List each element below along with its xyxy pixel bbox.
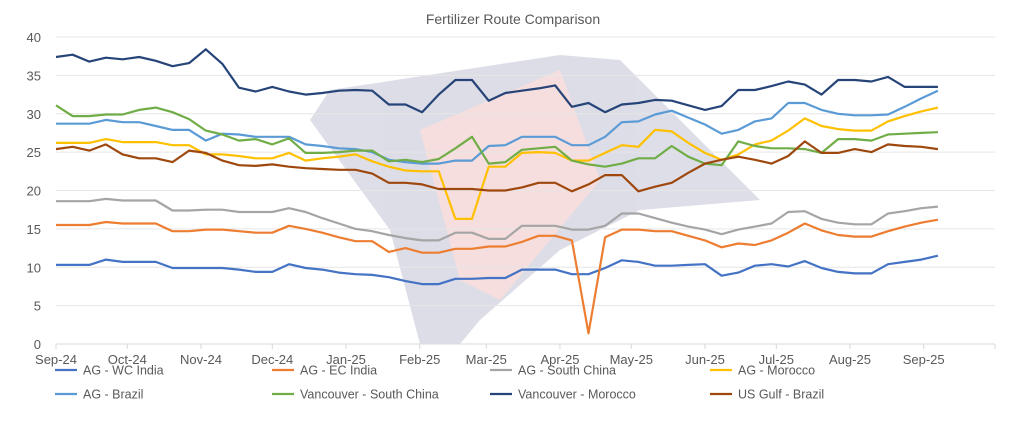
x-tick-label: Mar-25 bbox=[466, 352, 507, 367]
x-tick-label: Aug-25 bbox=[829, 352, 871, 367]
legend-item: Vancouver - Morocco bbox=[490, 388, 636, 402]
x-tick-label: Sep-25 bbox=[903, 352, 945, 367]
y-tick-label: 30 bbox=[27, 107, 41, 122]
y-tick-label: 5 bbox=[34, 299, 41, 314]
legend-item: AG - WC India bbox=[55, 364, 164, 378]
x-tick-label: Jun-25 bbox=[685, 352, 725, 367]
legend-label: AG - WC India bbox=[83, 364, 164, 378]
legend-item: AG - South China bbox=[490, 364, 616, 378]
legend-item: AG - Brazil bbox=[55, 388, 143, 402]
chart-title: Fertilizer Route Comparison bbox=[426, 11, 600, 27]
series-line-ag-south-china bbox=[56, 197, 939, 242]
x-tick-label: Sep-24 bbox=[35, 352, 77, 367]
y-tick-label: 20 bbox=[27, 184, 41, 199]
x-tick-label: Feb-25 bbox=[399, 352, 440, 367]
watermark bbox=[310, 55, 760, 344]
y-tick-label: 35 bbox=[27, 68, 41, 83]
x-axis: Sep-24 Oct-24 Nov-24 Dec-24 Jan-25 Feb-25 Mar-… bbox=[35, 344, 996, 367]
x-tick-label: May-25 bbox=[610, 352, 653, 367]
x-tick-label: Nov-24 bbox=[180, 352, 222, 367]
legend-label: AG - Brazil bbox=[83, 388, 143, 402]
legend-label: AG - South China bbox=[518, 364, 616, 378]
series-line-us-gulf-brazil bbox=[55, 140, 939, 193]
y-tick-label: 25 bbox=[27, 145, 41, 160]
series-line-ag-brazil bbox=[56, 89, 939, 165]
legend-label: AG - Morocco bbox=[738, 364, 815, 378]
series-line-vancouver-morocco bbox=[55, 48, 938, 114]
legend-item: US Gulf - Brazil bbox=[710, 388, 824, 402]
legend: AG - WC India AG - EC India AG - South Chi… bbox=[55, 364, 824, 402]
legend-label: US Gulf - Brazil bbox=[738, 388, 824, 402]
legend-item: AG - EC India bbox=[272, 364, 377, 378]
x-tick-label: Apr-25 bbox=[540, 352, 579, 367]
x-tick-label: Dec-24 bbox=[251, 352, 293, 367]
y-tick-label: 10 bbox=[27, 260, 41, 275]
series-lines bbox=[55, 48, 939, 335]
x-tick-label: Jul-25 bbox=[759, 352, 794, 367]
legend-item: AG - Morocco bbox=[710, 364, 815, 378]
series-line-ag-ec-india bbox=[56, 218, 939, 335]
legend-label: Vancouver - South China bbox=[300, 388, 439, 402]
y-tick-label: 40 bbox=[27, 30, 41, 45]
y-tick-label: 0 bbox=[34, 337, 41, 352]
x-tick-label: Jan-25 bbox=[326, 352, 366, 367]
legend-label: Vancouver - Morocco bbox=[518, 388, 636, 402]
legend-label: AG - EC India bbox=[300, 364, 377, 378]
legend-item: Vancouver - South China bbox=[272, 388, 439, 402]
series-line-vancouver-south-china bbox=[55, 104, 938, 168]
y-axis: 0 5 10 15 20 25 30 35 40 bbox=[27, 30, 41, 352]
series-line-ag-wc-india bbox=[56, 254, 939, 286]
y-tick-label: 15 bbox=[27, 222, 41, 237]
x-tick-label: Oct-24 bbox=[108, 352, 147, 367]
